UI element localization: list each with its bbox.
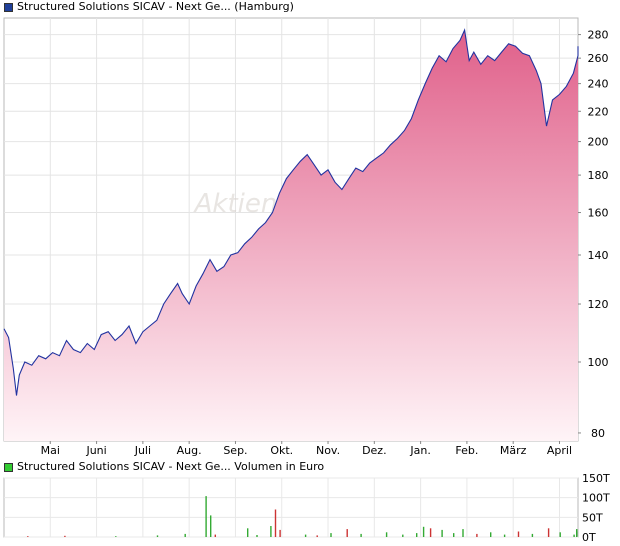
volume-bar — [385, 532, 388, 537]
volume-bar — [547, 528, 550, 537]
volume-bar — [559, 532, 561, 537]
volume-bar — [490, 532, 492, 537]
price-area-fill — [4, 30, 578, 441]
volume-bar — [210, 515, 212, 537]
price-chart: Aktien 80 100 120 140 160 180 200 220 240 260 280 Ma… — [3, 17, 609, 456]
volume-legend-swatch — [4, 462, 13, 472]
volume-bar — [531, 533, 534, 537]
price-legend-swatch — [4, 2, 13, 12]
volume-chart-legend: Structured Solutions SICAV - Next Ge... … — [4, 460, 324, 474]
price-x-tick-label: Nov. — [316, 444, 340, 456]
price-x-tick-label: Dez. — [362, 444, 387, 456]
volume-bar — [156, 535, 159, 537]
volume-y-tick-label: 0T — [582, 531, 596, 544]
price-x-tick-label: Juni — [85, 444, 106, 456]
volume-bar — [576, 531, 578, 537]
volume-bar — [256, 535, 258, 537]
price-y-tick-label: 240 — [588, 78, 609, 91]
volume-plot-area — [3, 477, 579, 538]
price-x-tick-label: Juli — [134, 444, 151, 456]
price-y-tick-label: 280 — [588, 29, 609, 42]
price-x-tick-label: Mai — [41, 444, 60, 456]
volume-bar — [462, 529, 464, 537]
price-y-tick-label: 100 — [588, 356, 609, 369]
volume-bar — [64, 535, 66, 537]
volume-bar — [360, 533, 362, 537]
price-y-tick-label: 120 — [588, 298, 609, 311]
volume-bar — [429, 528, 432, 537]
price-x-tick-label: Okt. — [270, 444, 293, 456]
volume-bar — [402, 534, 404, 537]
price-chart-title: Structured Solutions SICAV - Next Ge... … — [17, 0, 294, 13]
volume-bar — [247, 528, 249, 537]
volume-bar — [416, 533, 418, 537]
volume-bar — [453, 533, 455, 537]
watermark-text: Aktien — [193, 189, 278, 219]
volume-bar — [214, 534, 216, 537]
price-line — [3, 28, 579, 396]
volume-bar — [274, 509, 277, 537]
price-x-tick-label: Sep. — [223, 444, 247, 456]
volume-bar — [517, 531, 520, 537]
price-x-tick-label: Feb. — [455, 444, 478, 456]
price-x-tick-label: Jan. — [409, 444, 430, 456]
price-y-tick-label: 180 — [588, 169, 609, 182]
volume-bar — [441, 529, 443, 537]
price-y-tick-label: 260 — [588, 52, 609, 65]
volume-bar — [503, 534, 506, 537]
volume-y-tick-label: 100T — [582, 492, 610, 505]
price-x-tick-label: April — [547, 444, 572, 456]
volume-bar — [476, 533, 478, 537]
volume-bar — [316, 535, 318, 537]
volume-bar — [205, 496, 207, 537]
price-y-tick-label: 80 — [591, 427, 605, 440]
volume-chart: 0T 50T 100T 150T — [3, 472, 610, 544]
volume-bar — [573, 534, 575, 537]
volume-bar — [346, 529, 348, 537]
price-y-tick-label: 140 — [588, 249, 609, 262]
volume-bar — [115, 536, 117, 537]
volume-chart-title: Structured Solutions SICAV - Next Ge... … — [17, 460, 325, 473]
volume-bar — [184, 533, 186, 537]
price-y-tick-label: 220 — [588, 105, 609, 118]
price-x-tick-label: Aug. — [177, 444, 202, 456]
volume-y-tick-label: 150T — [582, 472, 610, 485]
price-chart-legend: Structured Solutions SICAV - Next Ge... … — [4, 0, 294, 14]
volume-bar — [304, 534, 307, 537]
price-y-tick-label: 160 — [588, 207, 609, 220]
volume-bar — [270, 526, 272, 537]
volume-bar — [27, 536, 29, 537]
price-x-tick-label: März — [500, 444, 527, 456]
price-y-tick-label: 200 — [588, 136, 609, 149]
volume-bar — [422, 526, 425, 537]
volume-bar — [330, 533, 332, 537]
volume-y-tick-label: 50T — [582, 511, 603, 524]
volume-bar — [279, 529, 281, 537]
